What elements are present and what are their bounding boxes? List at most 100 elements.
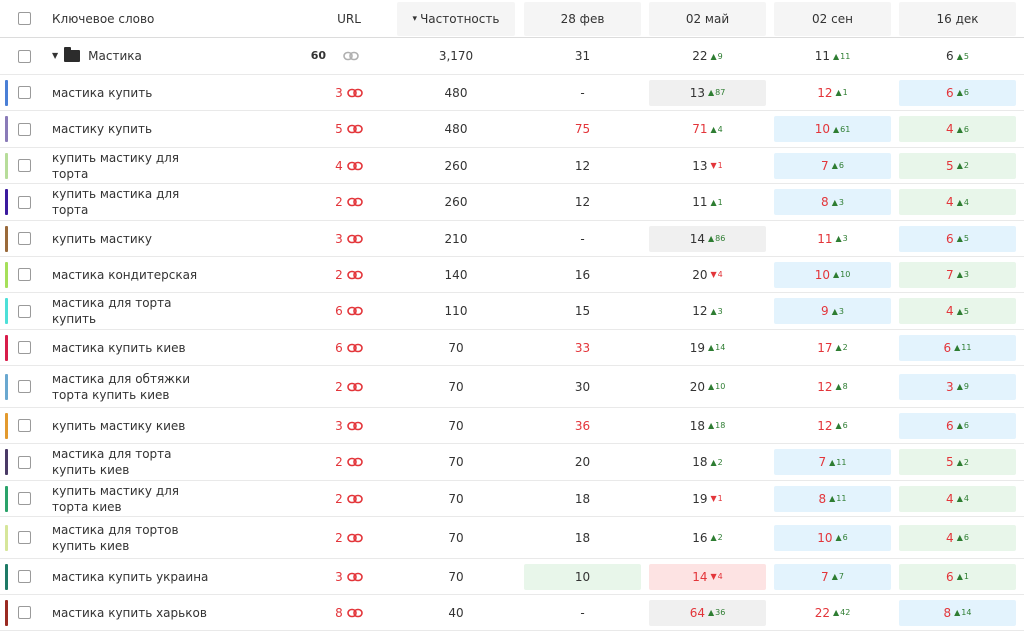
url-cell[interactable]: 2	[306, 444, 392, 480]
row-checkbox[interactable]	[17, 492, 31, 505]
rank-cell-d3[interactable]: 10 ▲ 6	[770, 517, 895, 558]
group-checkbox[interactable]	[17, 49, 31, 63]
keyword-text[interactable]: купить мастику для торта киев	[52, 483, 180, 514]
rank-cell-d2[interactable]: 14 ▼ 4	[645, 559, 770, 594]
url-cell[interactable]: 4	[306, 148, 392, 183]
table-row[interactable]: мастику купить 5 480 75 71 ▲ 4 10 ▲ 61 4 ▲ 6	[0, 111, 1024, 148]
rank-cell-d4[interactable]: 6 ▲ 6	[895, 75, 1020, 110]
rank-cell-d1[interactable]: 36	[520, 408, 645, 443]
table-row[interactable]: купить мастику для торта киев 2 70 18 19 ▼ 1 8 ▲…	[0, 481, 1024, 517]
link-icon[interactable]	[347, 421, 363, 431]
keyword-text[interactable]: мастика купить	[52, 85, 153, 100]
rank-cell-d4[interactable]: 7 ▲ 3	[895, 257, 1020, 292]
rank-cell-d4[interactable]: 6 ▲ 6	[895, 408, 1020, 443]
rank-cell-d3[interactable]: 11 ▲ 3	[770, 221, 895, 256]
table-row[interactable]: мастика купить киев 6 70 33 19 ▲ 14 17 ▲ 2 6 ▲ 11	[0, 330, 1024, 366]
rank-cell-d4[interactable]: 4 ▲ 5	[895, 293, 1020, 329]
keyword-text[interactable]: мастика кондитерская	[52, 267, 198, 282]
header-keyword[interactable]: Ключевое слово	[40, 0, 306, 37]
rank-cell-d2[interactable]: 71 ▲ 4	[645, 111, 770, 147]
rank-cell-d1[interactable]: 12	[520, 148, 645, 183]
rank-cell-d2[interactable]: 19 ▼ 1	[645, 481, 770, 516]
rank-cell-d4[interactable]: 6 ▲ 11	[895, 330, 1020, 365]
row-checkbox[interactable]	[17, 122, 31, 136]
rank-cell-d3[interactable]: 22 ▲ 42	[770, 595, 895, 630]
table-row[interactable]: купить мастику для торта 4 260 12 13 ▼ 1 7 ▲ 6 5 ▲ 2	[0, 148, 1024, 184]
header-date-4[interactable]: 16 дек	[895, 0, 1020, 37]
row-checkbox[interactable]	[17, 232, 31, 245]
row-checkbox[interactable]	[17, 606, 31, 619]
rank-cell-d3[interactable]: 7 ▲ 11	[770, 444, 895, 480]
url-cell[interactable]: 2	[306, 184, 392, 220]
row-checkbox[interactable]	[17, 455, 31, 469]
rank-cell-d3[interactable]: 8 ▲ 11	[770, 481, 895, 516]
table-row[interactable]: мастика для тортов купить киев 2 70 18 16 ▲ 2 1…	[0, 517, 1024, 559]
header-date-4-box[interactable]: 16 дек	[899, 1, 1016, 36]
rank-cell-d2[interactable]: 20 ▼ 4	[645, 257, 770, 292]
url-cell[interactable]: 3	[306, 559, 392, 594]
group-name[interactable]: Мастика	[88, 49, 142, 63]
rank-cell-d2[interactable]: 11 ▲ 1	[645, 184, 770, 220]
row-checkbox[interactable]	[17, 380, 31, 393]
link-icon[interactable]	[343, 51, 359, 61]
rank-cell-d3[interactable]: 17 ▲ 2	[770, 330, 895, 365]
link-icon[interactable]	[347, 234, 363, 244]
rank-cell-d4[interactable]: 8 ▲ 14	[895, 595, 1020, 630]
header-date-3-box[interactable]: 02 сен	[774, 1, 891, 36]
rank-cell-d1[interactable]: 30	[520, 366, 645, 407]
link-icon[interactable]	[347, 457, 363, 467]
header-date-1[interactable]: 28 фев	[520, 0, 645, 37]
header-date-3[interactable]: 02 сен	[770, 0, 895, 37]
rank-cell-d4[interactable]: 6 ▲ 5	[895, 221, 1020, 256]
link-icon[interactable]	[347, 572, 363, 582]
rank-cell-d1[interactable]: -	[520, 221, 645, 256]
header-date-1-box[interactable]: 28 фев	[524, 1, 641, 36]
keyword-text[interactable]: мастика для тортов купить киев	[52, 522, 179, 553]
header-url[interactable]: URL	[306, 0, 392, 37]
row-checkbox[interactable]	[17, 304, 31, 318]
rank-cell-d2[interactable]: 20 ▲ 10	[645, 366, 770, 407]
url-cell[interactable]: 2	[306, 257, 392, 292]
table-row[interactable]: мастика для обтяжки торта купить киев 2 70…	[0, 366, 1024, 408]
group-row[interactable]: ▼ Мастика 60 3,170 31 22 ▲ 9 11 ▲ 11 6 ▲ 5	[0, 38, 1024, 75]
keyword-text[interactable]: мастика купить украина	[52, 569, 209, 584]
row-checkbox[interactable]	[17, 86, 31, 99]
link-icon[interactable]	[347, 306, 363, 316]
keyword-text[interactable]: купить мастику киев	[52, 418, 186, 433]
row-checkbox[interactable]	[17, 531, 31, 544]
table-row[interactable]: купить мастику 3 210-14 ▲ 86 11 ▲ 3 6 ▲ 5	[0, 221, 1024, 257]
rank-cell-d2[interactable]: 13 ▼ 1	[645, 148, 770, 183]
table-row[interactable]: мастика для торта купить киев 2 70 20 18 ▲ 2 7 ▲…	[0, 444, 1024, 481]
url-cell[interactable]: 2	[306, 366, 392, 407]
rank-cell-d3[interactable]: 9 ▲ 3	[770, 293, 895, 329]
header-date-2[interactable]: 02 май	[645, 0, 770, 37]
table-row[interactable]: купить мастику киев 3 70 36 18 ▲ 18 12 ▲ 6 6 ▲ 6	[0, 408, 1024, 444]
url-cell[interactable]: 6	[306, 293, 392, 329]
rank-cell-d2[interactable]: 19 ▲ 14	[645, 330, 770, 365]
link-icon[interactable]	[347, 494, 363, 504]
url-cell[interactable]: 3	[306, 75, 392, 110]
table-row[interactable]: мастика кондитерская 2 140 16 20 ▼ 4 10 ▲ 10 7 ▲ 3	[0, 257, 1024, 293]
url-cell[interactable]: 3	[306, 221, 392, 256]
rank-cell-d4[interactable]: 4 ▲ 6	[895, 517, 1020, 558]
table-row[interactable]: купить мастика для торта 2 260 12 11 ▲ 1 8 ▲ 3 4 ▲ 4	[0, 184, 1024, 221]
select-all-checkbox[interactable]	[17, 12, 31, 25]
row-checkbox[interactable]	[17, 419, 31, 432]
link-icon[interactable]	[347, 533, 363, 543]
rank-cell-d1[interactable]: 75	[520, 111, 645, 147]
rank-cell-d4[interactable]: 6 ▲ 1	[895, 559, 1020, 594]
rank-cell-d4[interactable]: 4 ▲ 4	[895, 184, 1020, 220]
rank-cell-d3[interactable]: 12 ▲ 8	[770, 366, 895, 407]
url-cell[interactable]: 2	[306, 517, 392, 558]
rank-cell-d1[interactable]: -	[520, 75, 645, 110]
rank-cell-d1[interactable]: 20	[520, 444, 645, 480]
row-checkbox[interactable]	[17, 341, 31, 354]
row-checkbox[interactable]	[17, 195, 31, 209]
url-cell[interactable]: 2	[306, 481, 392, 516]
link-icon[interactable]	[347, 608, 363, 618]
link-icon[interactable]	[347, 124, 363, 134]
url-cell[interactable]: 6	[306, 330, 392, 365]
header-date-2-box[interactable]: 02 май	[649, 1, 766, 36]
rank-cell-d2[interactable]: 13 ▲ 87	[645, 75, 770, 110]
rank-cell-d3[interactable]: 8 ▲ 3	[770, 184, 895, 220]
